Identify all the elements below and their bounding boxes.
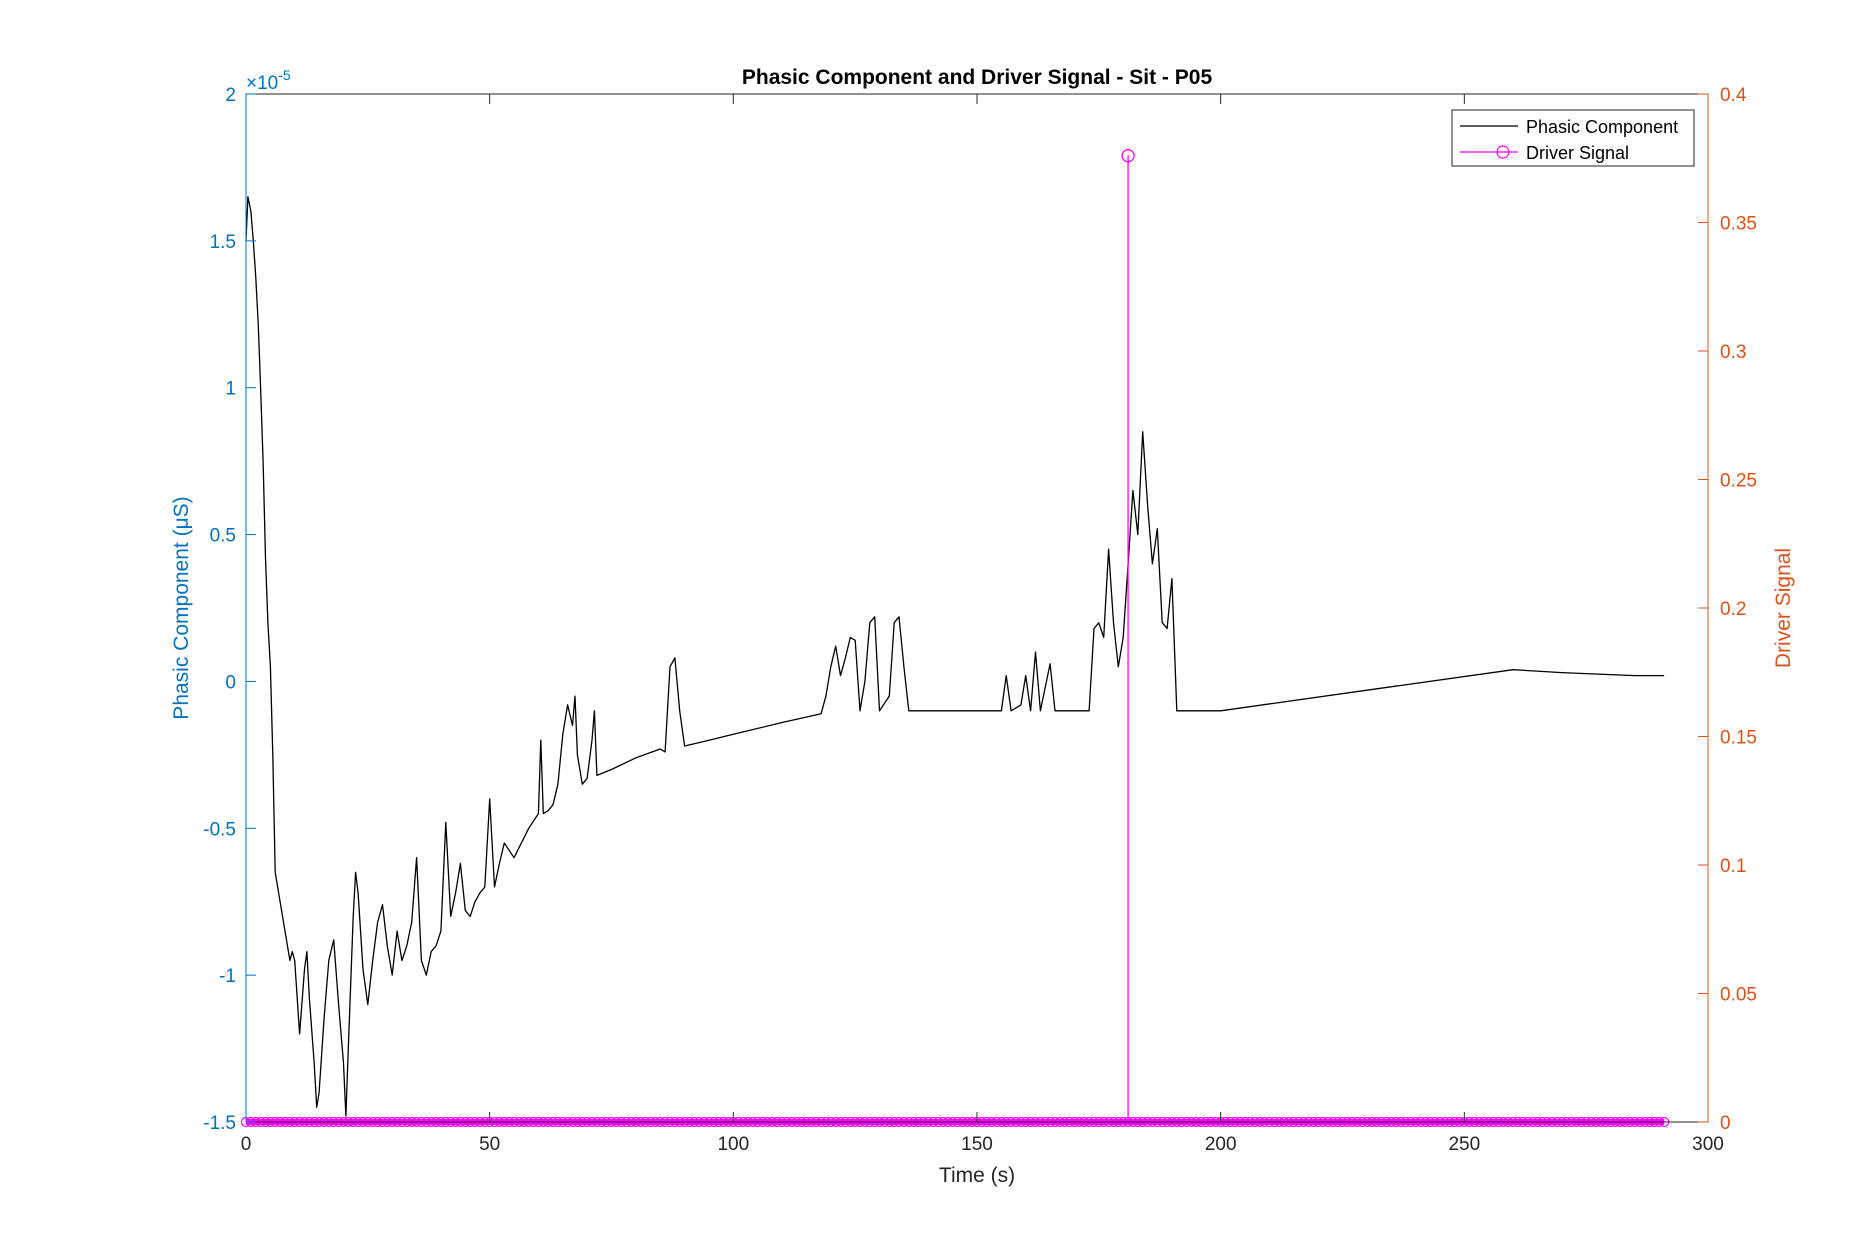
- right-y-tick-label: 0.25: [1720, 471, 1757, 492]
- left-y-tick-label: -1.5: [203, 1113, 236, 1134]
- x-tick-label: 0: [241, 1134, 252, 1155]
- right-y-axis-title: Driver Signal: [1772, 548, 1795, 668]
- driver-spike-marker: [1121, 149, 1135, 163]
- x-tick-label: 250: [1448, 1134, 1480, 1155]
- x-tick-label: 50: [479, 1134, 500, 1155]
- x-axis-title: Time (s): [939, 1164, 1015, 1187]
- left-y-tick-label: 1.5: [210, 232, 236, 253]
- axes-box: [245, 93, 1709, 1123]
- exponent-power: -5: [278, 67, 291, 83]
- legend-label-phasic: Phasic Component: [1526, 117, 1678, 137]
- plot-data: [240, 149, 1670, 1128]
- right-y-tick-label: 0.15: [1720, 728, 1757, 749]
- x-tick-label: 150: [961, 1134, 993, 1155]
- phasic-component-line: [245, 196, 1665, 1117]
- right-y-tick-label: 0.4: [1720, 85, 1747, 106]
- right-y-tick-label: 0: [1720, 1113, 1731, 1134]
- exponent-label: ×10-5: [246, 67, 291, 94]
- right-y-tick-label: 0.3: [1720, 342, 1746, 363]
- x-tick-label: 300: [1692, 1134, 1724, 1155]
- chart-title: Phasic Component and Driver Signal - Sit…: [742, 66, 1213, 89]
- left-y-axis: -1.5 -1 -0.5 0 0.5 1 1.5 2: [203, 85, 256, 1134]
- left-y-tick-label: -1: [219, 966, 236, 987]
- legend-box: [1451, 109, 1695, 167]
- legend: Phasic Component Driver Signal: [1451, 109, 1695, 167]
- legend-label-driver: Driver Signal: [1526, 143, 1629, 163]
- legend-marker-driver: [1496, 145, 1510, 159]
- exponent-base: ×10: [246, 73, 278, 94]
- left-y-axis-title: Phasic Component (μS): [170, 496, 193, 719]
- right-y-axis: 0 0.05 0.1 0.15 0.2 0.25 0.3 0.35 0.4: [1698, 85, 1757, 1134]
- right-y-tick-label: 0.1: [1720, 856, 1746, 877]
- right-y-tick-label: 0.05: [1720, 985, 1757, 1006]
- x-tick-label: 200: [1205, 1134, 1237, 1155]
- left-y-tick-label: 2: [225, 85, 236, 106]
- left-y-tick-label: 1: [225, 379, 236, 400]
- left-y-tick-label: 0: [225, 672, 236, 693]
- x-tick-label: 100: [717, 1134, 749, 1155]
- left-y-tick-label: 0.5: [210, 526, 236, 547]
- right-y-tick-label: 0.35: [1720, 214, 1757, 235]
- left-y-tick-label: -0.5: [203, 819, 236, 840]
- driver-signal-stems: [240, 149, 1670, 1128]
- right-y-tick-label: 0.2: [1720, 599, 1746, 620]
- x-axis: 0 50 100 150 200 250 300: [241, 94, 1724, 1155]
